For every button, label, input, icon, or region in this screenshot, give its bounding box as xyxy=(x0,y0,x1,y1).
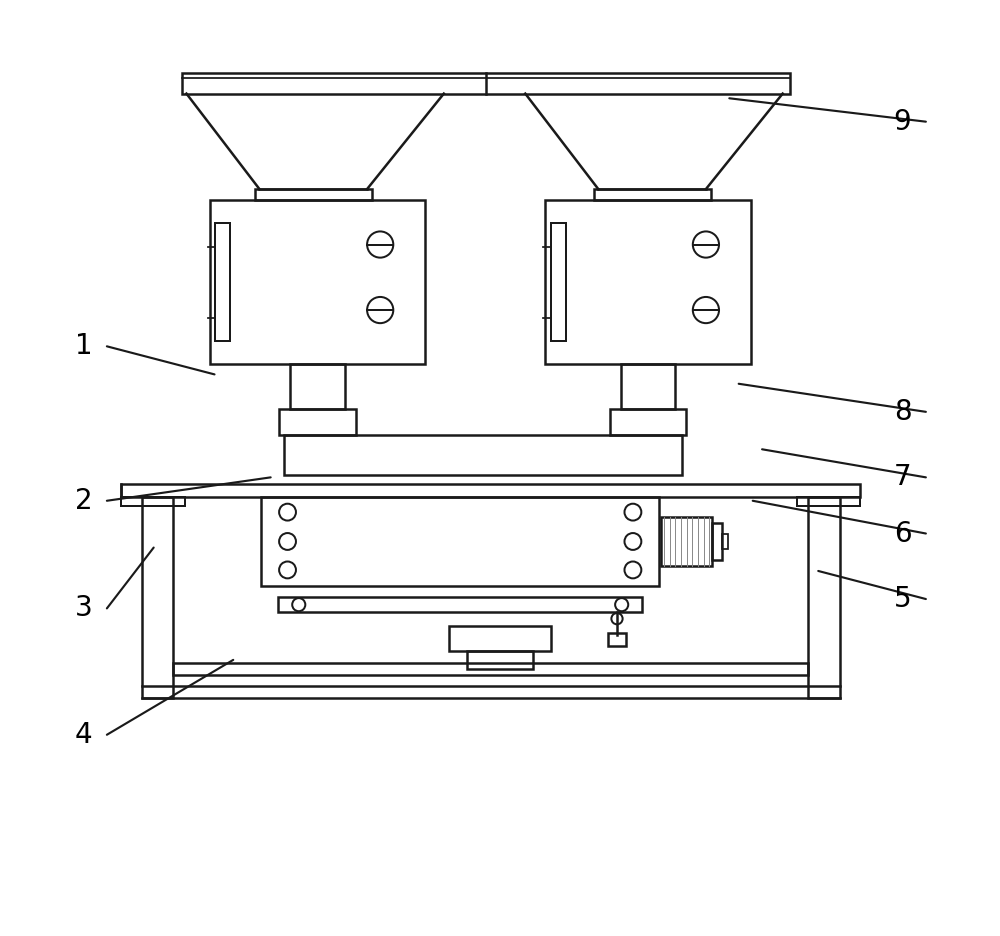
Bar xyxy=(173,663,808,675)
Bar xyxy=(449,626,551,651)
Text: 8: 8 xyxy=(894,398,911,426)
Bar xyxy=(279,409,356,435)
Bar xyxy=(290,364,345,409)
Text: 1: 1 xyxy=(75,332,92,360)
Text: 2: 2 xyxy=(75,487,92,515)
Bar xyxy=(608,633,626,646)
Bar xyxy=(255,189,372,200)
Bar xyxy=(215,223,230,341)
Bar xyxy=(261,497,659,586)
Bar xyxy=(182,73,790,94)
Text: 5: 5 xyxy=(894,585,911,613)
Bar xyxy=(545,200,751,364)
Bar xyxy=(278,597,642,612)
Text: 6: 6 xyxy=(894,519,911,548)
Bar xyxy=(712,523,722,560)
Bar xyxy=(121,497,185,506)
Bar xyxy=(594,189,711,200)
Bar xyxy=(621,364,675,409)
Bar xyxy=(551,223,566,341)
Text: 4: 4 xyxy=(75,721,92,749)
Bar xyxy=(808,497,840,698)
Bar xyxy=(210,200,425,364)
Text: 3: 3 xyxy=(75,594,92,622)
Bar xyxy=(284,435,682,475)
Text: 7: 7 xyxy=(894,463,911,491)
Text: 9: 9 xyxy=(894,108,911,136)
Bar xyxy=(467,651,533,669)
Bar xyxy=(142,497,173,698)
Bar xyxy=(722,534,728,548)
Bar xyxy=(661,517,712,565)
Bar xyxy=(121,484,860,497)
Bar xyxy=(797,497,860,506)
Bar xyxy=(610,409,686,435)
